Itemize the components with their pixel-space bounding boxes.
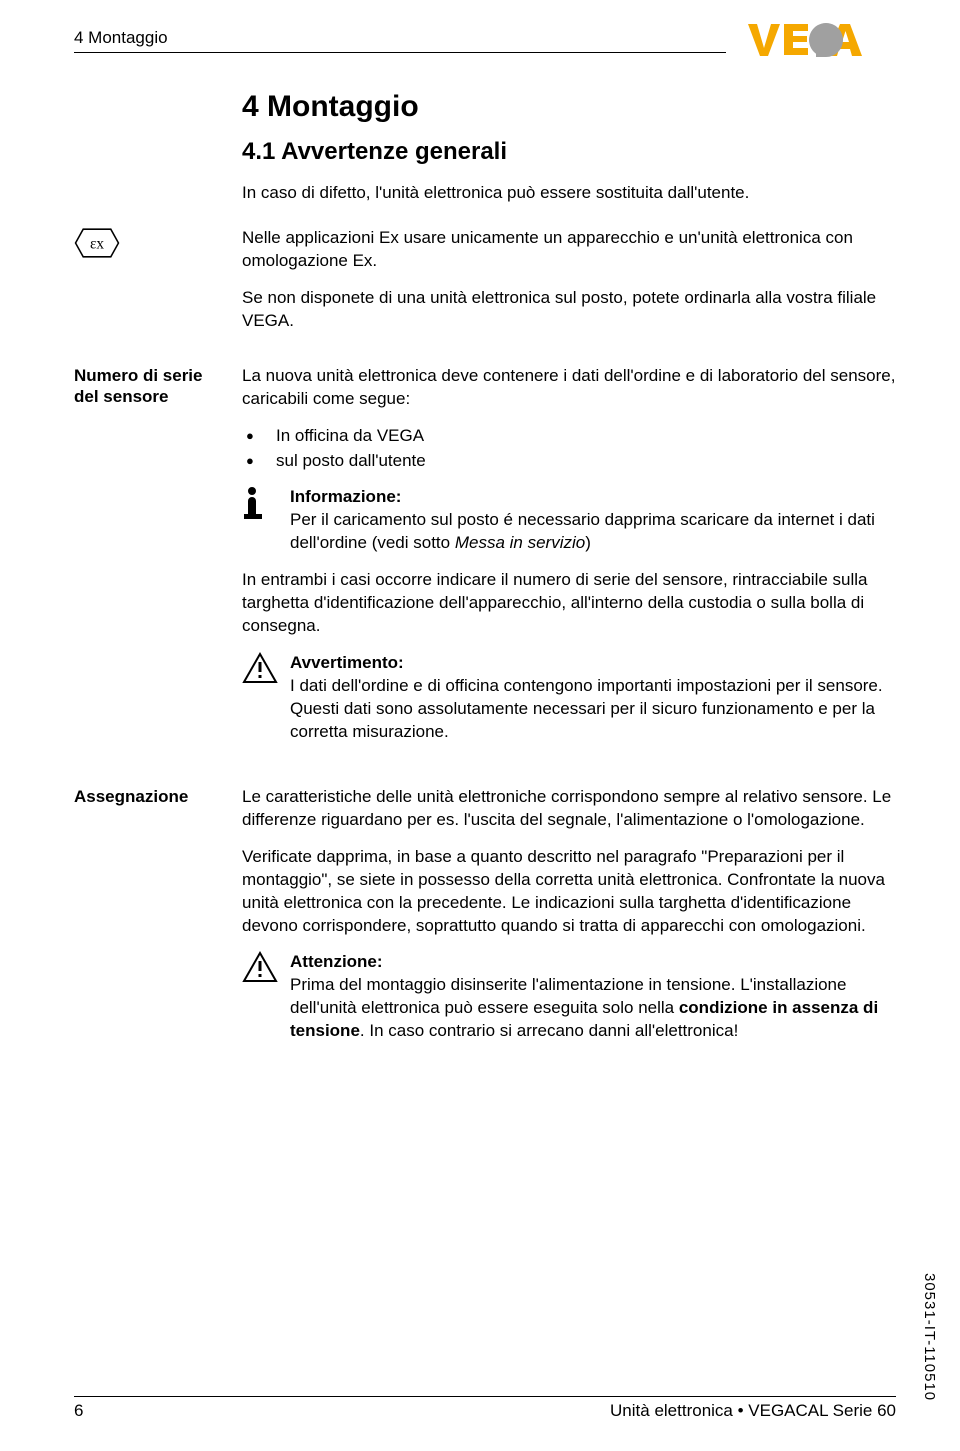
ex-icon: εx (74, 227, 120, 259)
info-icon (242, 486, 270, 522)
list-item: In officina da VEGA (242, 425, 896, 448)
attention-note: Attenzione: Prima del montaggio disinser… (242, 951, 896, 1043)
ex-block: εx Nelle applicazioni Ex usare unicament… (74, 227, 896, 347)
info-body-b: ) (585, 533, 591, 552)
attn-title: Attenzione: (290, 952, 383, 971)
assignment-p1: Le caratteristiche delle unità elettroni… (242, 786, 896, 832)
info-body-italic: Messa in servizio (455, 533, 585, 552)
intro-text: In caso di difetto, l'unità elettronica … (242, 182, 896, 205)
page-header: 4 Montaggio (74, 28, 896, 60)
assignment-label: Assegnazione (74, 786, 230, 807)
assignment-p2: Verificate dapprima, in base a quanto de… (242, 846, 896, 938)
warning-note: Avvertimento: I dati dell'ordine e di of… (242, 652, 896, 744)
serial-cases: In entrambi i casi occorre indicare il n… (242, 569, 896, 638)
page-number: 6 (74, 1401, 83, 1421)
footer-title: Unità elettronica • VEGACAL Serie 60 (610, 1401, 896, 1421)
svg-text:εx: εx (90, 235, 104, 252)
warning-icon (242, 951, 278, 983)
serial-label: Numero di serie del sensore (74, 365, 230, 408)
document-code: 30531-IT-110510 (921, 1273, 938, 1401)
subsection-title: 4.1 Avvertenze generali (242, 138, 896, 166)
serial-intro: La nuova unità elettronica deve contener… (242, 365, 896, 411)
page: 4 Montaggio 4 Montaggio 4.1 Avvertenze g… (0, 0, 960, 1115)
info-note: Informazione: Per il caricamento sul pos… (242, 486, 896, 555)
attn-body-b: . In caso contrario si arrecano danni al… (360, 1021, 738, 1040)
ex-paragraph-2: Se non disponete di una unità elettronic… (242, 287, 896, 333)
ex-paragraph-1: Nelle applicazioni Ex usare unicamente u… (242, 227, 896, 273)
serial-bullets: In officina da VEGA sul posto dall'utent… (242, 425, 896, 473)
serial-block: Numero di serie del sensore La nuova uni… (74, 365, 896, 758)
breadcrumb: 4 Montaggio (74, 28, 726, 53)
list-item: sul posto dall'utente (242, 450, 896, 473)
page-footer: 6 Unità elettronica • VEGACAL Serie 60 (74, 1396, 896, 1421)
info-title: Informazione: (290, 487, 401, 506)
assignment-block: Assegnazione Le caratteristiche delle un… (74, 786, 896, 1057)
chapter-title: 4 Montaggio (242, 90, 896, 124)
brand-logo (746, 18, 896, 60)
warning-icon (242, 652, 278, 684)
warn-title: Avvertimento: (290, 653, 404, 672)
warn-body: I dati dell'ordine e di officina conteng… (290, 676, 883, 741)
